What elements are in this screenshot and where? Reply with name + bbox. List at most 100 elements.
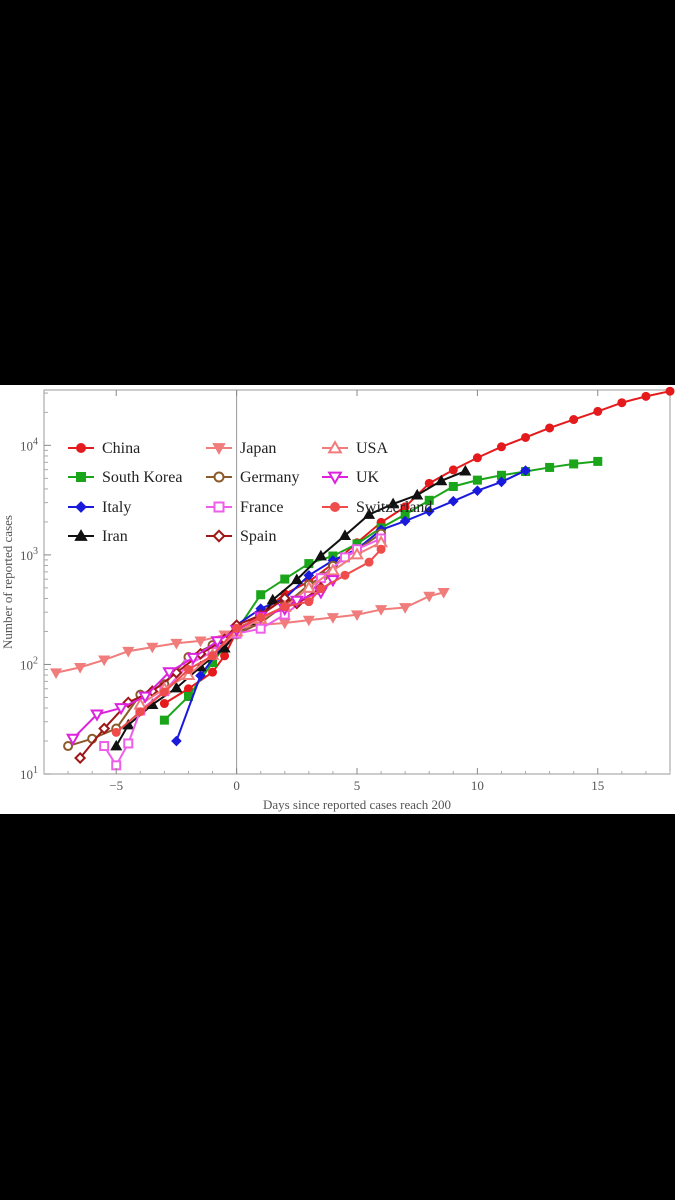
y-tick-label: 101 — [20, 765, 38, 782]
legend-marker — [212, 443, 226, 455]
legend-label: Japan — [240, 440, 276, 457]
data-point-iran — [362, 508, 376, 519]
data-point-south-korea — [472, 475, 482, 485]
legend-item-usa: USA — [322, 440, 388, 457]
data-point-south-korea — [159, 715, 169, 725]
data-point-switzerland — [208, 651, 218, 661]
legend-marker — [76, 472, 86, 482]
data-point-china — [521, 432, 531, 442]
x-tick-label: 15 — [591, 778, 604, 793]
legend-item-south-korea: South Korea — [68, 469, 182, 486]
data-point-uk — [65, 733, 80, 746]
data-point-uk — [90, 709, 104, 722]
data-point-iran — [170, 681, 183, 693]
legend-label: France — [240, 499, 284, 516]
legend-label: Iran — [102, 528, 128, 545]
data-point-switzerland — [376, 544, 386, 554]
data-point-spain — [122, 696, 135, 709]
data-point-china — [448, 465, 458, 475]
data-point-uk — [114, 703, 128, 716]
legend-item-switzerland: Switzerland — [322, 499, 432, 516]
data-point-france — [255, 623, 266, 634]
data-point-iran — [218, 641, 231, 653]
y-tick-label: 104 — [20, 436, 38, 453]
data-point-south-korea — [545, 462, 555, 472]
legend-marker — [75, 501, 87, 513]
data-point-japan — [194, 636, 207, 648]
legend-marker — [327, 471, 343, 485]
data-point-switzerland — [159, 687, 169, 697]
data-point-uk — [138, 691, 153, 704]
data-point-japan — [122, 646, 135, 658]
legend: China South Korea Italy Iran Japan Germany Fra… — [68, 440, 432, 545]
data-point-switzerland — [111, 727, 121, 737]
data-point-spain — [98, 722, 111, 735]
data-point-italy — [520, 465, 531, 476]
x-tick-label: −5 — [109, 778, 123, 793]
x-tick-label: 5 — [354, 778, 361, 793]
data-point-switzerland — [340, 570, 350, 580]
y-tick-label: 102 — [20, 655, 38, 672]
data-point-uk — [162, 667, 177, 680]
data-point-italy — [448, 495, 459, 507]
data-point-switzerland — [364, 557, 374, 567]
data-point-japan — [326, 613, 339, 624]
data-point-usa — [181, 667, 196, 680]
data-point-switzerland — [256, 613, 266, 623]
x-axis-title: Days since reported cases reach 200 — [263, 797, 451, 812]
legend-label: Spain — [240, 528, 276, 545]
legend-label: Germany — [240, 469, 300, 486]
data-point-usa — [325, 563, 340, 576]
data-point-china — [617, 398, 627, 408]
y-tick-label: 103 — [20, 546, 38, 563]
data-point-japan — [302, 615, 315, 627]
data-point-italy — [399, 515, 411, 527]
data-point-iran — [435, 474, 448, 486]
data-point-iran — [290, 573, 303, 585]
x-tick-label: 0 — [233, 778, 240, 793]
data-point-china — [545, 423, 555, 433]
data-point-china — [472, 453, 482, 463]
data-point-china — [593, 406, 603, 416]
data-point-china — [208, 667, 218, 677]
axis-layer: −5 0 5 10 15 101 102 103 104 — [20, 390, 671, 793]
data-point-iran — [411, 488, 424, 500]
data-point-spain — [74, 751, 87, 765]
data-point-uk — [210, 636, 225, 649]
data-point-iran — [338, 529, 352, 540]
legend-label: Italy — [102, 499, 131, 516]
legend-marker — [330, 502, 340, 512]
data-point-switzerland — [232, 623, 242, 633]
data-point-japan — [49, 668, 63, 679]
data-point-south-korea — [280, 574, 290, 584]
legend-item-japan: Japan — [206, 440, 276, 457]
legend-item-spain: Spain — [206, 528, 276, 545]
data-point-iran — [266, 593, 279, 605]
legend-marker — [212, 529, 226, 543]
plot-frame — [43, 389, 671, 775]
data-point-switzerland — [316, 584, 326, 594]
data-point-france — [123, 738, 134, 749]
legend-marker — [213, 501, 225, 513]
data-point-japan — [423, 591, 436, 603]
legend-item-italy: Italy — [68, 499, 131, 516]
legend-marker — [213, 471, 225, 483]
data-point-italy — [195, 670, 206, 681]
data-point-japan — [399, 603, 412, 614]
data-point-iran — [459, 464, 472, 476]
data-point-china — [569, 415, 579, 425]
data-point-japan — [375, 605, 388, 616]
data-point-uk — [289, 595, 304, 608]
data-point-uk — [186, 652, 201, 666]
x-tick-label: 10 — [471, 778, 484, 793]
data-point-japan — [98, 655, 111, 667]
data-point-south-korea — [424, 495, 434, 505]
data-point-germany — [63, 741, 74, 752]
data-point-japan — [437, 587, 450, 599]
legend-item-uk: UK — [322, 469, 380, 486]
data-point-switzerland — [183, 664, 193, 674]
data-point-iran — [314, 549, 327, 561]
legend-marker — [74, 529, 88, 541]
data-point-italy — [171, 735, 182, 747]
data-point-japan — [350, 610, 364, 621]
